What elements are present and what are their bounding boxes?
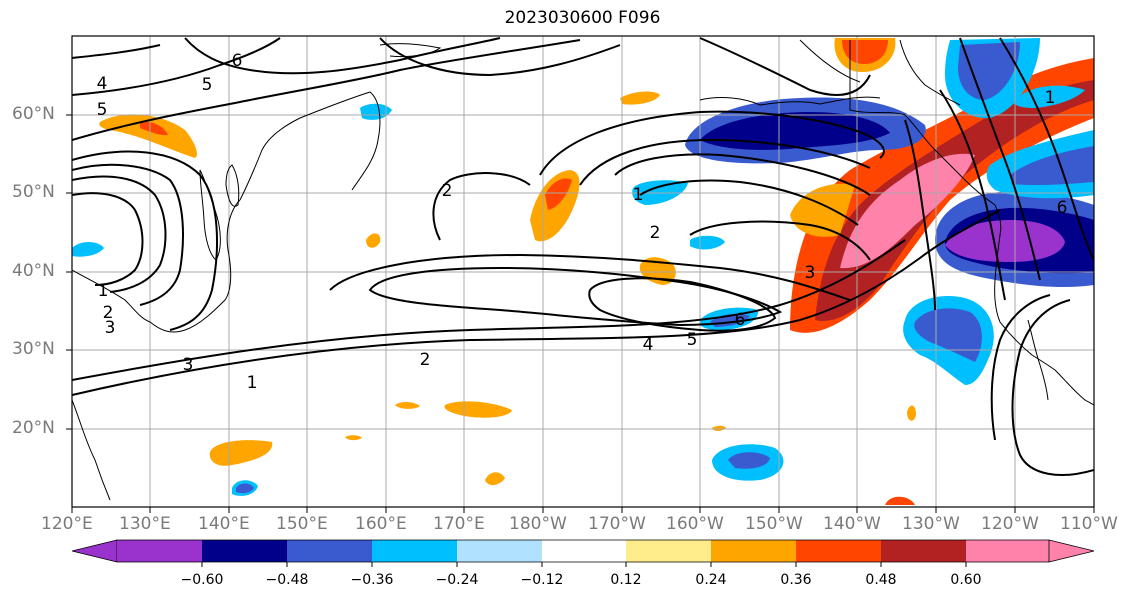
contour-label: 4 — [97, 74, 108, 94]
contour-line — [72, 44, 161, 59]
contour-label: 3 — [105, 318, 116, 338]
positive-anomaly-small — [366, 233, 381, 248]
colorbar-tick-label: −0.12 — [520, 572, 564, 588]
colorbar-tick-label: 0.24 — [695, 572, 727, 588]
lat-label: 30°N — [12, 339, 55, 359]
negative-anomaly-north — [690, 235, 725, 250]
contour-line — [72, 192, 144, 286]
positive-anomaly-west — [620, 91, 660, 105]
contour-line — [699, 37, 871, 96]
lat-label: 20°N — [12, 418, 55, 438]
lon-label: 150°W — [745, 514, 803, 534]
contour-labels: 6 5 4 5 2 1 2 3 3 2 1 1 2 3 4 5 6 6 1 — [97, 51, 1068, 393]
contour-line — [72, 37, 281, 96]
contour-label: 2 — [420, 350, 431, 370]
contour-label: 4 — [643, 335, 654, 355]
contour-label: 3 — [805, 263, 816, 283]
contour-line — [368, 266, 783, 327]
positive-anomaly-subtropic-1 — [209, 440, 273, 466]
contour-line — [904, 119, 936, 311]
colorbar-tick-label: 0.60 — [950, 572, 982, 588]
contour-line — [72, 150, 218, 331]
contour-label: 2 — [442, 181, 453, 201]
lon-label: 160°W — [666, 514, 724, 534]
contour-label: 6 — [735, 310, 746, 330]
tick-marks — [66, 114, 1095, 513]
lat-label: 60°N — [12, 104, 55, 124]
positive-anomaly-subtropic-2 — [444, 401, 512, 418]
contour-line — [72, 175, 167, 293]
contour-label: 5 — [202, 75, 213, 95]
lon-label: 170°E — [433, 514, 485, 534]
contour-line — [72, 163, 184, 306]
positive-anomaly-core — [815, 80, 1094, 321]
contour-line — [639, 179, 859, 226]
contour-line — [990, 294, 1051, 441]
positive-anomaly-peak — [840, 153, 975, 269]
coastlines — [72, 39, 1094, 501]
lon-label: 160°E — [355, 514, 407, 534]
contour-line — [72, 39, 581, 141]
lat-label: 40°N — [12, 261, 55, 281]
colorbar-tick-label: 0.36 — [780, 572, 812, 588]
lon-label: 150°E — [276, 514, 328, 534]
colorbar-tick-label: −0.24 — [435, 572, 479, 588]
contour-label: 6 — [1057, 198, 1068, 218]
contour-line — [329, 253, 851, 301]
map-title: 2023030600 F096 — [504, 8, 661, 28]
gridlines — [72, 36, 1094, 507]
contour-label: 5 — [687, 330, 698, 350]
contour-label: 3 — [183, 355, 194, 375]
lon-label: 120°E — [41, 514, 93, 534]
contour-line — [432, 172, 531, 241]
contour-line — [588, 277, 777, 332]
lon-label: 140°W — [823, 514, 881, 534]
contour-line — [689, 220, 871, 261]
colorbar-tick-label: −0.60 — [180, 572, 224, 588]
contour-label: 2 — [103, 303, 114, 323]
contour-label: 6 — [232, 51, 243, 71]
lon-label: 180°W — [509, 514, 567, 534]
contour-label: 2 — [650, 223, 661, 243]
contour-line — [379, 37, 621, 77]
negative-anomaly-pacnw-core — [945, 220, 1065, 262]
colorbar-tick-label: −0.36 — [350, 572, 394, 588]
colorbar-tick-label: 0.12 — [610, 572, 642, 588]
colorbar-extend-low — [71, 539, 118, 563]
lat-label: 50°N — [12, 182, 55, 202]
contour-label: 1 — [1045, 88, 1056, 108]
contour-line — [614, 153, 871, 196]
contour-line — [579, 138, 871, 186]
colorbar-extend-high — [1048, 539, 1095, 563]
contour-line — [72, 209, 1001, 396]
contour-label: 5 — [97, 100, 108, 120]
colorbar-tick-label: 0.48 — [865, 572, 897, 588]
contour-line — [939, 89, 1006, 301]
contour-lines — [72, 37, 1094, 476]
contour-line — [959, 37, 1041, 281]
lon-label: 170°W — [588, 514, 646, 534]
colorbar — [71, 539, 1095, 567]
contour-line — [999, 37, 1094, 261]
colorbar-tick-label: −0.48 — [265, 572, 309, 588]
contour-line — [539, 110, 885, 176]
lon-label: 140°E — [198, 514, 250, 534]
lon-label: 120°W — [981, 514, 1039, 534]
lon-label: 110°W — [1060, 514, 1118, 534]
lon-label: 130°E — [119, 514, 171, 534]
contour-line — [1011, 299, 1094, 476]
contour-label: 1 — [98, 281, 109, 301]
contour-label: 1 — [247, 373, 258, 393]
lon-label: 130°W — [902, 514, 960, 534]
contour-label: 1 — [633, 185, 644, 205]
contour-line — [184, 37, 501, 75]
